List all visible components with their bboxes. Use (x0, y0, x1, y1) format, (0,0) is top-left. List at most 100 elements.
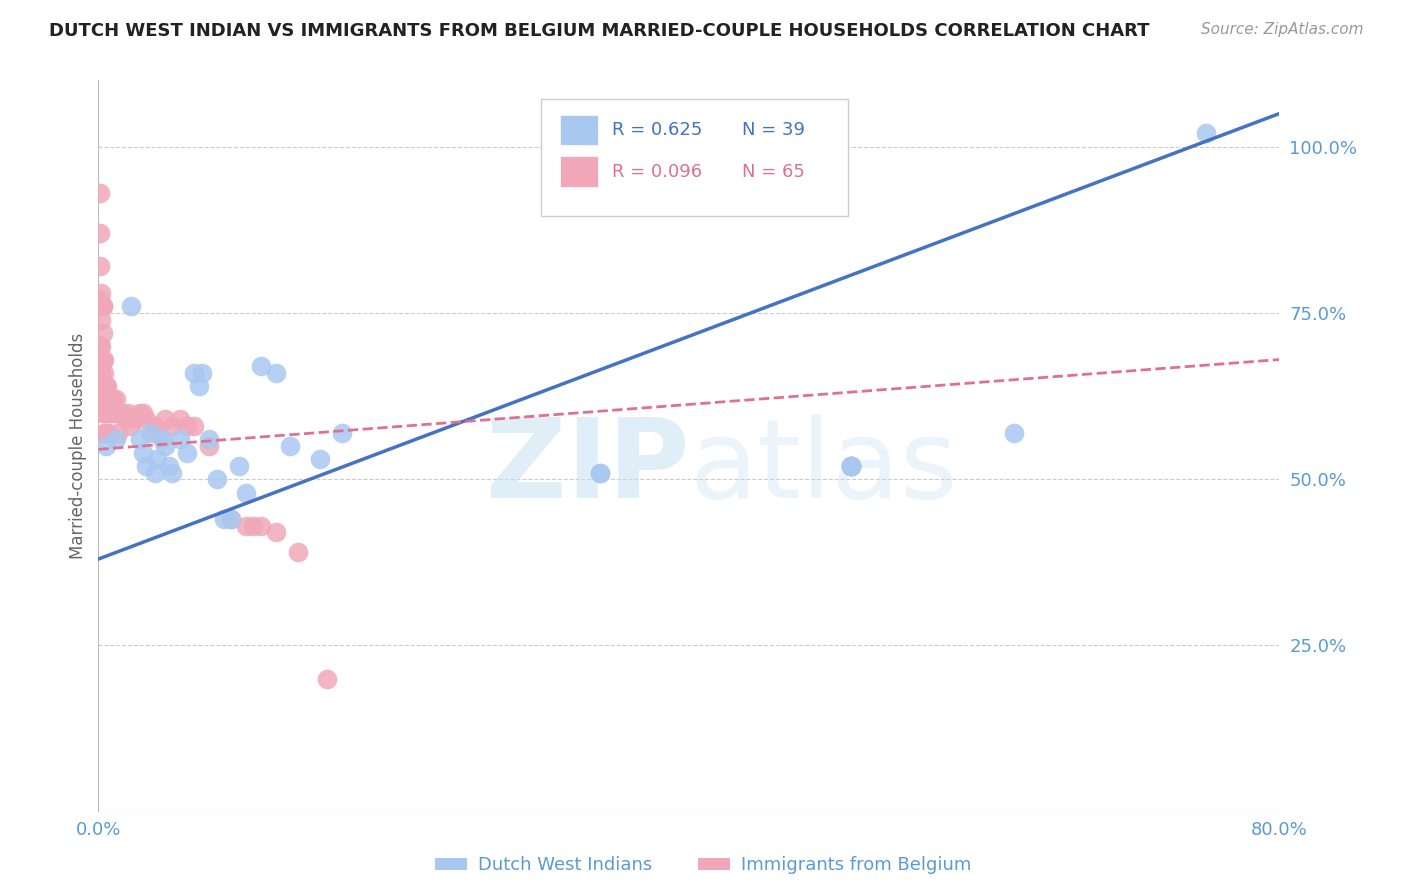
Point (117, 406, 139, 420)
Point (212, 512, 235, 526)
Text: R = 0.096: R = 0.096 (612, 162, 703, 181)
Point (841, 458, 863, 473)
Point (250, 518, 273, 533)
Point (107, 406, 129, 420)
Point (90, 399, 112, 413)
Point (316, 672, 339, 686)
Point (105, 392, 128, 407)
Point (135, 412, 157, 426)
Text: DUTCH WEST INDIAN VS IMMIGRANTS FROM BELGIUM MARRIED-COUPLE HOUSEHOLDS CORRELATI: DUTCH WEST INDIAN VS IMMIGRANTS FROM BEL… (49, 22, 1150, 40)
Point (120, 419, 142, 434)
Point (124, 412, 146, 426)
Point (90, 286, 112, 301)
Point (91, 299, 114, 313)
Point (198, 433, 221, 447)
Point (89, 339, 111, 353)
Legend: Dutch West Indians, Immigrants from Belgium: Dutch West Indians, Immigrants from Belg… (427, 849, 979, 881)
Point (90, 366, 112, 380)
Point (1195, 127, 1218, 141)
Point (100, 392, 122, 407)
Point (205, 472, 228, 486)
Point (97, 392, 120, 407)
Point (169, 412, 191, 426)
Point (221, 512, 243, 526)
Point (90, 339, 112, 353)
Point (242, 518, 264, 533)
Point (96, 406, 118, 420)
Point (162, 419, 183, 434)
Point (89, 226, 111, 240)
Point (589, 466, 612, 480)
Point (120, 299, 142, 313)
Point (183, 419, 205, 434)
Point (110, 406, 132, 420)
Point (132, 406, 155, 420)
FancyBboxPatch shape (560, 115, 598, 145)
Point (146, 425, 169, 440)
Point (91, 299, 114, 313)
Point (187, 379, 209, 393)
Point (250, 359, 273, 374)
Point (139, 425, 162, 440)
Point (94, 379, 117, 393)
Point (91, 326, 114, 340)
Point (91, 352, 114, 367)
Point (94, 406, 117, 420)
Point (841, 458, 863, 473)
Point (111, 406, 134, 420)
Point (264, 366, 287, 380)
Text: R = 0.625: R = 0.625 (612, 121, 703, 139)
Point (176, 445, 198, 459)
Point (93, 366, 115, 380)
Point (589, 466, 612, 480)
Point (143, 466, 166, 480)
Point (183, 366, 205, 380)
Point (169, 433, 191, 447)
Point (153, 412, 176, 426)
Point (96, 392, 118, 407)
Point (235, 518, 257, 533)
Point (94, 425, 117, 440)
Point (841, 458, 863, 473)
FancyBboxPatch shape (560, 156, 598, 187)
Point (108, 406, 131, 420)
Text: atlas: atlas (689, 415, 957, 522)
Point (221, 512, 243, 526)
Point (91, 406, 114, 420)
Point (191, 366, 214, 380)
Point (89, 293, 111, 307)
Text: ZIP: ZIP (485, 415, 689, 522)
Point (94, 439, 117, 453)
Point (146, 452, 169, 467)
Point (162, 466, 183, 480)
Point (93, 406, 115, 420)
Point (280, 439, 302, 453)
Point (287, 545, 309, 559)
Point (97, 406, 120, 420)
Point (89, 186, 111, 201)
Point (330, 425, 353, 440)
Point (841, 458, 863, 473)
Point (103, 406, 125, 420)
Point (135, 458, 157, 473)
Point (98, 406, 121, 420)
Point (93, 385, 115, 400)
Point (143, 419, 166, 434)
Point (150, 433, 173, 447)
Point (91, 379, 114, 393)
Y-axis label: Married-couple Households: Married-couple Households (69, 333, 87, 559)
Point (96, 379, 118, 393)
Point (128, 406, 150, 420)
Point (93, 425, 115, 440)
Point (198, 439, 221, 453)
Point (132, 445, 155, 459)
Point (153, 439, 176, 453)
Point (157, 458, 180, 473)
Point (128, 433, 150, 447)
Point (228, 458, 250, 473)
Text: N = 39: N = 39 (742, 121, 806, 139)
Point (89, 260, 111, 274)
Point (104, 406, 127, 420)
FancyBboxPatch shape (541, 99, 848, 216)
Point (97, 425, 120, 440)
